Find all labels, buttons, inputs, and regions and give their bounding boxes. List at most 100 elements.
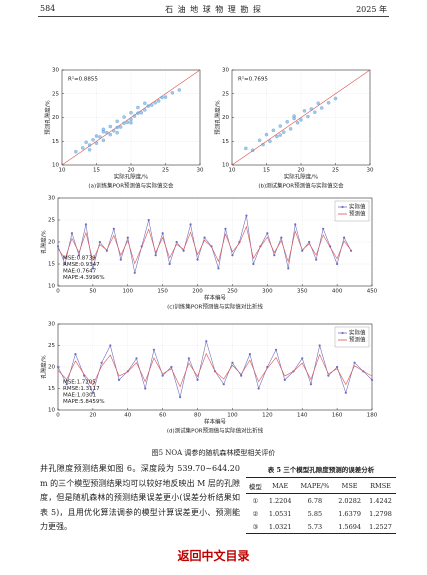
- table-body: ① 1.2204 6.78 2.0282 1.4242 ② 1.0531 5.85 1.6379…: [246, 494, 396, 534]
- scatter-point: [139, 111, 144, 115]
- table-cell: 1.2527: [369, 522, 392, 531]
- page-number: 584: [40, 4, 56, 13]
- x-tick-label: 20: [128, 168, 135, 174]
- series-marker: [147, 218, 150, 222]
- x-tick-label: 10: [59, 168, 66, 174]
- series-marker: [283, 378, 286, 381]
- scatter-point: [146, 104, 150, 108]
- x-tick-label: 0: [56, 289, 60, 295]
- scatter-point: [313, 110, 317, 115]
- scatter-point: [316, 101, 320, 106]
- scatter-point: [306, 114, 310, 119]
- x-axis-label: 实际孔隙度/%: [114, 173, 149, 181]
- scatter-point: [302, 109, 307, 113]
- y-tick-label: 25: [48, 343, 55, 349]
- scatter-point: [288, 127, 293, 131]
- table-cell: 1.2798: [369, 509, 392, 518]
- series-marker: [168, 262, 171, 266]
- y-axis-label: 孔隙度/%: [40, 230, 48, 254]
- x-axis-label: 实际孔隙度/%: [284, 173, 319, 181]
- series-marker: [248, 353, 251, 356]
- series-marker: [175, 240, 178, 244]
- y-tick-label: 10: [48, 284, 55, 290]
- table-grid: 模型 MAE MAPE/% MSE RMSE ① 1.2204 6.78 2.0282 1.424…: [246, 477, 396, 534]
- legend-box: [334, 326, 370, 348]
- scatter-point: [98, 135, 102, 139]
- table-cell: ①: [252, 496, 259, 505]
- series-marker: [274, 348, 278, 351]
- y-tick-label: 25: [52, 91, 59, 97]
- annotation: R²=0.7695: [238, 76, 268, 83]
- table-cell: 1.0531: [268, 509, 292, 518]
- series-marker: [280, 236, 283, 239]
- plot-frame: [231, 69, 371, 166]
- series-marker: [100, 361, 103, 364]
- x-tick-label: 160: [332, 413, 343, 419]
- scatter-point: [108, 132, 113, 137]
- column-header: MSE: [334, 477, 366, 494]
- y-tick-label: 20: [48, 240, 55, 246]
- series-marker: [117, 378, 121, 381]
- table-cell: 1.6379: [338, 509, 361, 518]
- scatter-point: [129, 111, 133, 115]
- series-marker: [349, 249, 353, 252]
- scatter-point: [326, 101, 331, 105]
- x-tick-label: 15: [93, 168, 100, 174]
- annotation: MAE:0.7647: [63, 269, 97, 275]
- y-tick-label: 25: [48, 218, 55, 224]
- y-axis-label: 预测孔隙度/%: [44, 100, 52, 135]
- series-marker: [222, 383, 225, 386]
- table-row: ③ 1.0321 5.73 1.5694 1.2527: [246, 520, 396, 534]
- column-header: RMSE: [365, 477, 396, 494]
- series-marker: [266, 232, 269, 235]
- legend-label: 实际值: [349, 329, 366, 337]
- series-marker: [203, 236, 206, 239]
- scatter-point: [84, 140, 88, 144]
- reference-line: [61, 69, 201, 166]
- series-marker: [119, 258, 122, 261]
- scatter-point: [91, 138, 95, 142]
- table-cell: 1.5694: [338, 522, 361, 531]
- series-marker: [161, 232, 164, 235]
- scatter-point: [87, 143, 92, 147]
- scatter-point: [278, 133, 283, 137]
- column-header: MAPE/%: [295, 477, 335, 494]
- x-tick-label: 300: [262, 289, 273, 295]
- scatter-point: [122, 121, 126, 125]
- reference-line: [231, 69, 371, 166]
- scatter-point: [275, 134, 279, 139]
- x-tick-label: 100: [123, 289, 134, 295]
- figure: 10 15 20 25 30 10 15 20 25 30 实际孔隙度/% 预测孔隙度/% (a)训练集…: [40, 68, 378, 435]
- series-marker: [170, 365, 173, 369]
- series-marker: [318, 344, 321, 347]
- series-marker: [144, 387, 147, 390]
- back-to-contents[interactable]: 返回中文目录: [177, 549, 250, 563]
- legend-label: 实际值: [349, 203, 366, 211]
- scatter-point: [94, 134, 99, 138]
- x-tick-label: 25: [332, 168, 339, 174]
- series-marker: [84, 223, 88, 226]
- y-tick-label: 30: [48, 196, 55, 202]
- scatter-point: [264, 132, 269, 137]
- header-rule: [38, 16, 389, 17]
- series-marker: [187, 357, 190, 360]
- annotation: MAPE:5.8459%: [63, 399, 105, 405]
- y-tick-label: 15: [48, 262, 55, 268]
- scatter-point: [115, 119, 119, 124]
- scatter-point: [299, 118, 303, 122]
- table-cell: 6.78: [307, 496, 323, 505]
- series-marker: [56, 365, 60, 369]
- annotation: MSE:0.8739: [63, 256, 96, 262]
- table-cell: 5.73: [307, 522, 323, 531]
- y-tick-label: 20: [48, 365, 55, 371]
- scatter-point: [115, 125, 119, 130]
- series-marker: [252, 262, 255, 266]
- x-tick-label: 200: [192, 289, 203, 295]
- series-marker: [231, 254, 234, 257]
- legend-marker: [341, 205, 344, 209]
- scatter-point: [319, 106, 324, 110]
- table-title: 表 5 三个模型孔隙度预测的误差分析: [267, 466, 375, 474]
- x-tick-label: 20: [89, 413, 96, 419]
- x-tick-label: 140: [297, 413, 308, 419]
- y-tick-label: 10: [48, 408, 55, 414]
